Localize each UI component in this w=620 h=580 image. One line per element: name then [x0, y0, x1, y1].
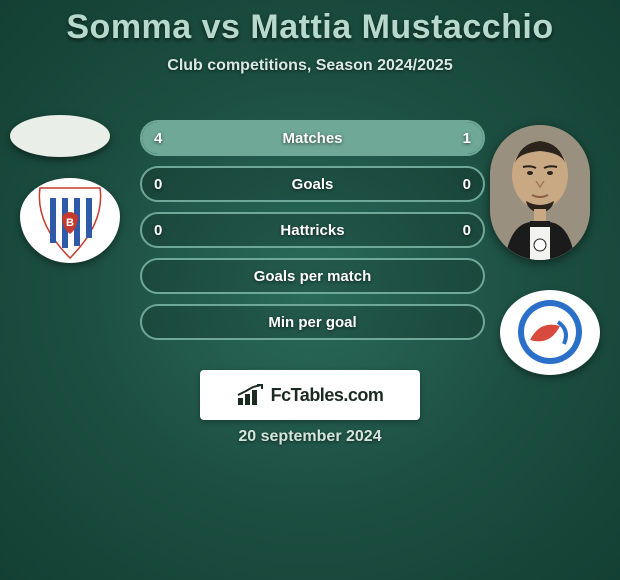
- stat-row: Goals per match: [140, 258, 485, 294]
- fctables-logo: FcTables.com: [200, 370, 420, 420]
- player-left-avatar: [10, 115, 110, 157]
- chart-icon: [237, 384, 265, 406]
- club-right-badge: [500, 290, 600, 375]
- stat-row: 00Hattricks: [140, 212, 485, 248]
- stat-label: Goals: [142, 168, 483, 200]
- stat-label: Min per goal: [142, 306, 483, 338]
- stat-label: Matches: [142, 122, 483, 154]
- stat-row: 41Matches: [140, 120, 485, 156]
- club-left-badge: B: [20, 178, 120, 263]
- stat-row: 00Goals: [140, 166, 485, 202]
- comparison-date: 20 september 2024: [0, 428, 620, 446]
- stat-label: Goals per match: [142, 260, 483, 292]
- page-title: Somma vs Mattia Mustacchio: [0, 0, 620, 47]
- stats-comparison: 41Matches 00Goals 00Hattricks Goals per mat…: [140, 120, 485, 350]
- player-right-avatar: [490, 125, 590, 260]
- stat-row: Min per goal: [140, 304, 485, 340]
- svg-text:B: B: [66, 217, 74, 229]
- logo-text: FcTables.com: [271, 385, 384, 406]
- stat-label: Hattricks: [142, 214, 483, 246]
- subtitle: Club competitions, Season 2024/2025: [0, 57, 620, 75]
